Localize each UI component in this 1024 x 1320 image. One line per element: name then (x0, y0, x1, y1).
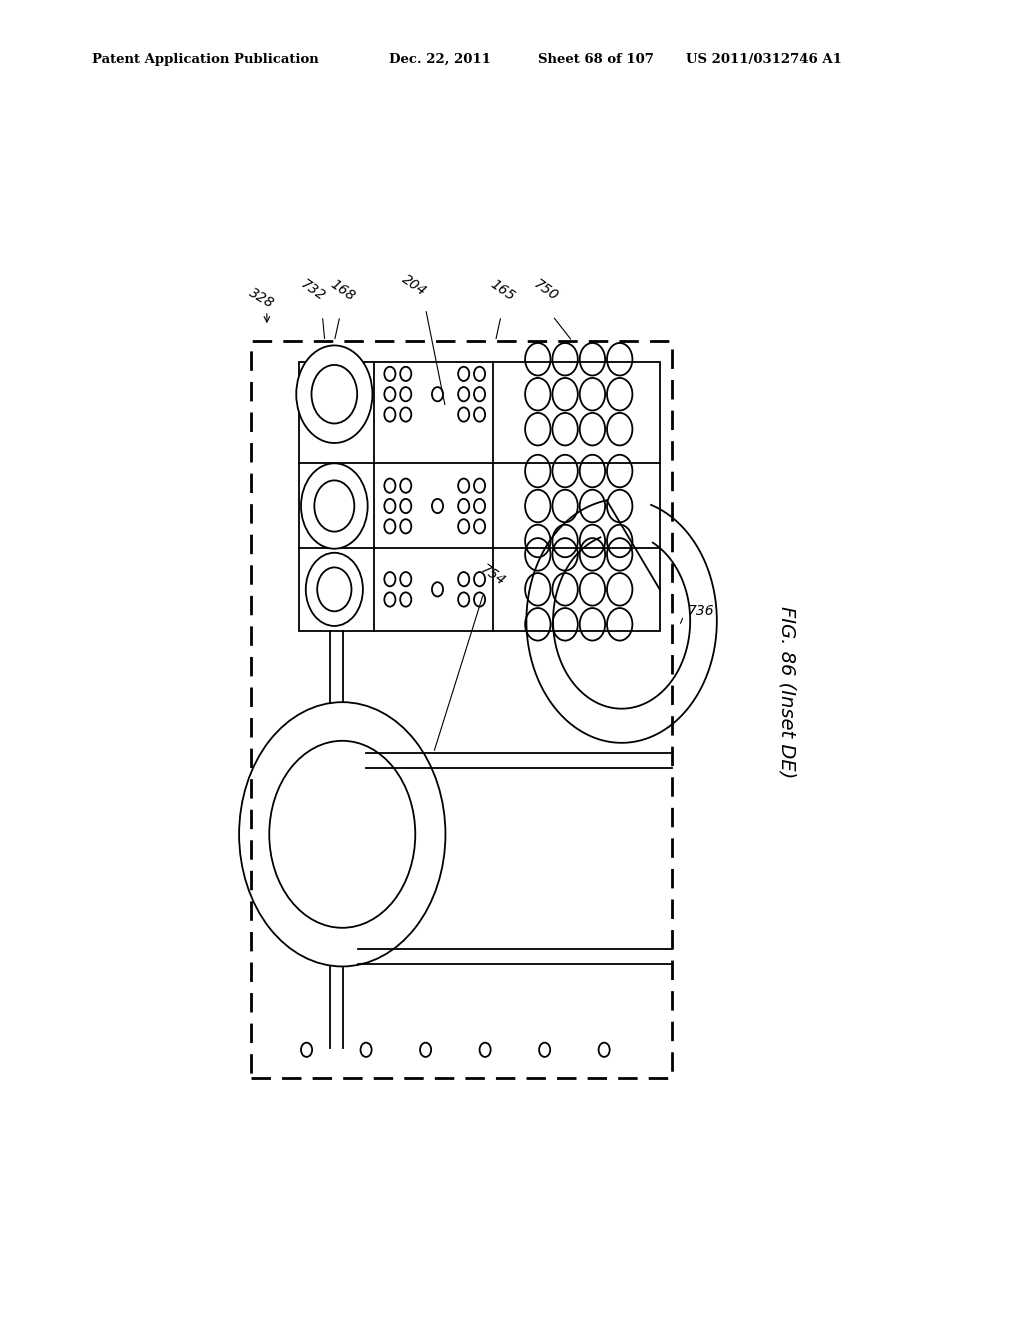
Bar (299, 362, 659, 631)
Bar (251, 342, 672, 1078)
Text: 165: 165 (487, 277, 517, 304)
Circle shape (301, 463, 368, 549)
Circle shape (314, 480, 354, 532)
Text: 750: 750 (531, 277, 561, 304)
Text: Dec. 22, 2011: Dec. 22, 2011 (389, 53, 490, 66)
Text: US 2011/0312746 A1: US 2011/0312746 A1 (686, 53, 842, 66)
Circle shape (269, 741, 416, 928)
Text: 328: 328 (247, 286, 276, 312)
Circle shape (306, 553, 362, 626)
Circle shape (311, 364, 357, 424)
Text: FIG. 86 (Inset DE): FIG. 86 (Inset DE) (777, 606, 797, 779)
Circle shape (296, 346, 373, 444)
Text: 204: 204 (398, 272, 429, 298)
Text: 736: 736 (687, 603, 714, 618)
Text: 168: 168 (328, 277, 357, 304)
Circle shape (240, 702, 445, 966)
Text: 754: 754 (478, 562, 508, 589)
Text: 732: 732 (298, 277, 328, 304)
Text: Patent Application Publication: Patent Application Publication (92, 53, 318, 66)
Text: Sheet 68 of 107: Sheet 68 of 107 (538, 53, 653, 66)
Circle shape (317, 568, 351, 611)
